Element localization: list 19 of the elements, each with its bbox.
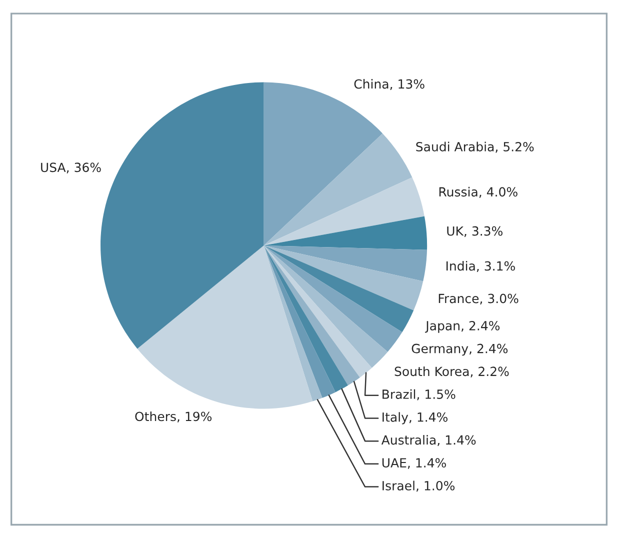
pie-slice: [264, 177, 424, 246]
slice-label: France, 3.0%: [438, 294, 518, 304]
slice-label: UK, 3.3%: [447, 226, 502, 238]
slice-label: Russia, 4.0%: [439, 186, 518, 198]
slice-label: Others, 19%: [135, 411, 212, 422]
slice-label: China, 13%: [354, 79, 424, 90]
slice-label: Japan, 2.4%: [425, 320, 500, 333]
slice-label: Italy, 1.4%: [382, 412, 448, 424]
pie-slice: [264, 246, 360, 386]
slice-label: Australia, 1.4%: [381, 435, 476, 446]
slice-label: Germany, 2.4%: [412, 344, 508, 356]
slice-label: UAE, 1.4%: [382, 458, 446, 469]
slice-label: Brazil, 1.5%: [382, 389, 456, 400]
slice-label: Israel, 1.0%: [382, 480, 455, 492]
pie-slice: [264, 246, 336, 398]
slice-label: Saudi Arabia, 5.2%: [416, 142, 534, 153]
slice-label: South Korea, 2.2%: [394, 366, 509, 378]
slice-label: India, 3.1%: [446, 261, 515, 272]
slice-label: USA, 36%: [41, 162, 101, 174]
